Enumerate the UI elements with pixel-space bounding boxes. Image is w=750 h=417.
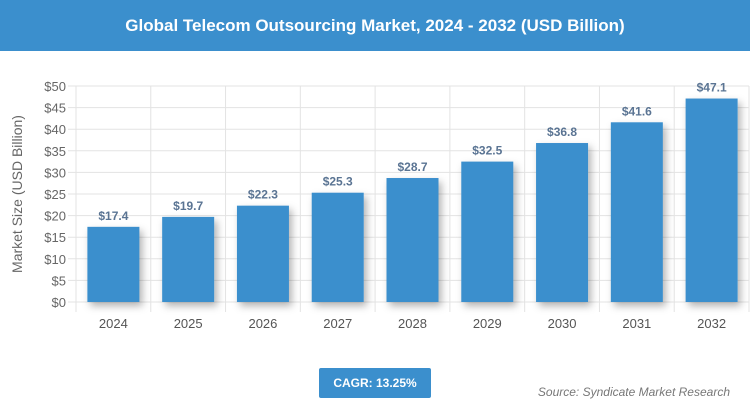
y-axis-title: Market Size (USD Billion)	[9, 115, 25, 273]
x-tick-label: 2029	[473, 316, 502, 331]
chart-title: Global Telecom Outsourcing Market, 2024 …	[0, 0, 750, 51]
bar	[311, 192, 364, 302]
data-label: $41.6	[622, 104, 652, 118]
x-tick-label: 2028	[398, 316, 427, 331]
bar	[162, 216, 215, 302]
bar	[87, 226, 140, 302]
x-tick-label: 2031	[622, 316, 651, 331]
bar	[536, 143, 589, 302]
data-label: $25.3	[323, 175, 353, 189]
bar	[236, 205, 289, 302]
x-tick-label: 2032	[697, 316, 726, 331]
y-tick-label: $30	[44, 165, 66, 180]
y-tick-label: $45	[44, 101, 66, 116]
bar	[685, 98, 738, 302]
y-tick-label: $40	[44, 122, 66, 137]
y-tick-label: $15	[44, 230, 66, 245]
y-tick-label: $10	[44, 252, 66, 267]
x-tick-label: 2030	[548, 316, 577, 331]
data-label: $36.8	[547, 125, 577, 139]
x-tick-label: 2026	[248, 316, 277, 331]
data-label: $17.4	[98, 209, 128, 223]
x-tick-label: 2025	[174, 316, 203, 331]
data-label: $28.7	[397, 160, 427, 174]
y-tick-label: $50	[44, 79, 66, 94]
y-tick-label: $0	[52, 295, 66, 310]
source-note: Source: Syndicate Market Research	[537, 385, 730, 399]
y-tick-label: $20	[44, 209, 66, 224]
data-label: $47.1	[697, 81, 727, 95]
y-tick-label: $5	[52, 273, 66, 288]
bar	[610, 122, 663, 302]
y-tick-label: $25	[44, 187, 66, 202]
data-label: $32.5	[472, 144, 502, 158]
cagr-badge: CAGR: 13.25%	[319, 368, 431, 398]
data-label: $19.7	[173, 199, 203, 213]
y-tick-label: $35	[44, 144, 66, 159]
x-tick-label: 2027	[323, 316, 352, 331]
data-label: $22.3	[248, 188, 278, 202]
x-tick-label: 2024	[99, 316, 128, 331]
bar	[386, 178, 439, 302]
bar-chart: $0 $5 $10 $15 $20 $25 $30 $35 $40 $45 $50 Market Si…	[9, 79, 750, 331]
bar	[461, 161, 514, 302]
